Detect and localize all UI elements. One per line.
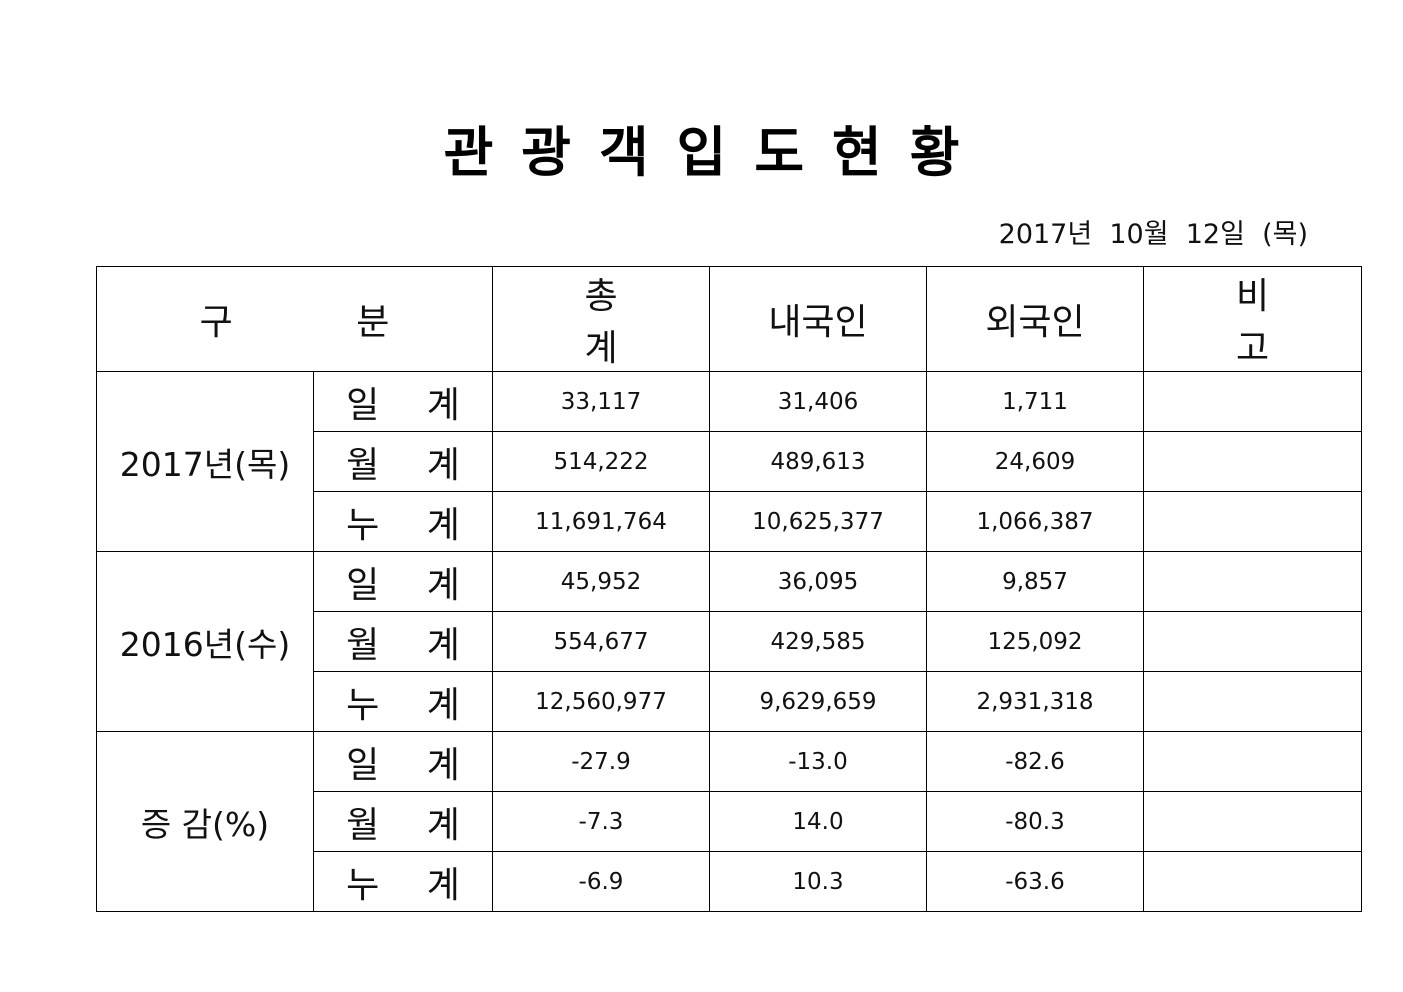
page-title: 관광객입도현황 (443, 121, 988, 184)
cell-total: 514,222 (492, 431, 710, 492)
table-row: 2017년(목) 일 계 33,117 31,406 1,711 (96, 371, 1362, 552)
header-foreign: 외국인 (926, 266, 1144, 372)
cell-domestic: 31,406 (709, 371, 927, 432)
cell-total: 554,677 (492, 611, 710, 672)
row-type: 일 계 (313, 731, 493, 792)
cell-total: 12,560,977 (492, 671, 710, 732)
cell-domestic: 14.0 (709, 791, 927, 852)
row-type: 월 계 (313, 791, 493, 852)
cell-total: 33,117 (492, 371, 710, 432)
cell-remarks (1143, 371, 1362, 432)
header-total: 총 계 (492, 266, 710, 372)
cell-remarks (1143, 731, 1362, 792)
row-type: 월 계 (313, 431, 493, 492)
header-row: 구 분 총 계 내국인 외국인 비 고 (96, 266, 1362, 372)
cell-domestic: -13.0 (709, 731, 927, 792)
row-type: 일 계 (313, 371, 493, 432)
table-row: 누 계 12,560,977 9,629,659 2,931,318 (97, 671, 1362, 732)
cell-foreign: 1,711 (926, 371, 1144, 432)
group-label-2017: 2017년(목) (96, 371, 314, 552)
group-label-change: 증 감(%) (96, 731, 314, 912)
cell-foreign: 125,092 (926, 611, 1144, 672)
header-remarks: 비 고 (1143, 266, 1362, 372)
row-type: 월 계 (313, 611, 493, 672)
tourist-arrivals-table: 구 분 총 계 내국인 외국인 비 고 2017년(목) 일 계 33,117 … (96, 266, 1362, 912)
cell-domestic: 489,613 (709, 431, 927, 492)
cell-foreign: 1,066,387 (926, 491, 1144, 552)
cell-foreign: -63.6 (926, 851, 1144, 912)
cell-domestic: 10.3 (709, 851, 927, 912)
cell-remarks (1143, 551, 1362, 612)
cell-domestic: 36,095 (709, 551, 927, 612)
cell-total: 11,691,764 (492, 491, 710, 552)
row-type: 누 계 (313, 851, 493, 912)
cell-total: -27.9 (492, 731, 710, 792)
cell-domestic: 10,625,377 (709, 491, 927, 552)
row-type: 일 계 (313, 551, 493, 612)
cell-total: 45,952 (492, 551, 710, 612)
cell-domestic: 429,585 (709, 611, 927, 672)
row-type: 누 계 (313, 491, 493, 552)
cell-foreign: 24,609 (926, 431, 1144, 492)
cell-remarks (1143, 671, 1362, 732)
row-type: 누 계 (313, 671, 493, 732)
cell-foreign: 2,931,318 (926, 671, 1144, 732)
cell-domestic: 9,629,659 (709, 671, 927, 732)
cell-foreign: -80.3 (926, 791, 1144, 852)
table-row: 2016년(수) 일 계 45,952 36,095 9,857 (96, 551, 1362, 732)
table-row: 월 계 554,677 429,585 125,092 (97, 611, 1362, 672)
table-row: 월 계 -7.3 14.0 -80.3 (97, 791, 1362, 852)
header-domestic: 내국인 (709, 266, 927, 372)
table-row: 증 감(%) 일 계 -27.9 -13.0 -82.6 (96, 731, 1362, 912)
cell-foreign: 9,857 (926, 551, 1144, 612)
cell-remarks (1143, 851, 1362, 912)
table-row: 누 계 11,691,764 10,625,377 1,066,387 (97, 491, 1362, 552)
cell-remarks (1143, 791, 1362, 852)
cell-total: -7.3 (492, 791, 710, 852)
table-row: 누 계 -6.9 10.3 -63.6 (97, 851, 1362, 912)
header-category: 구 분 (96, 266, 493, 372)
cell-foreign: -82.6 (926, 731, 1144, 792)
report-date: 2017년 10월 12일 (목) (998, 219, 1308, 250)
cell-remarks (1143, 491, 1362, 552)
group-label-2016: 2016년(수) (96, 551, 314, 732)
cell-total: -6.9 (492, 851, 710, 912)
cell-remarks (1143, 611, 1362, 672)
cell-remarks (1143, 431, 1362, 492)
